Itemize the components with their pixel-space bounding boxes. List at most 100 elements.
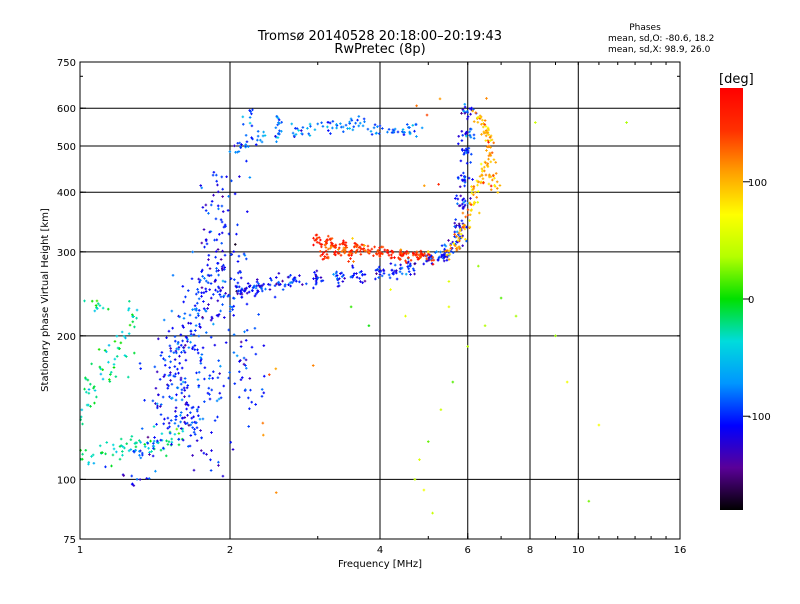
echo-point <box>200 353 204 356</box>
echo-point <box>200 270 203 273</box>
echo-point <box>464 132 468 136</box>
echo-point <box>203 366 207 369</box>
echo-point <box>199 449 203 452</box>
echo-point <box>244 133 248 137</box>
echo-point <box>461 149 464 152</box>
echo-point <box>356 248 359 252</box>
echo-point <box>344 241 348 244</box>
echo-point <box>186 337 189 341</box>
y-tick-label: 200 <box>57 332 76 343</box>
echo-point <box>174 349 178 353</box>
echo-point <box>220 241 223 245</box>
echo-point <box>329 132 332 135</box>
echo-point <box>326 239 329 242</box>
echo-point <box>456 176 460 179</box>
echo-point <box>211 173 215 177</box>
echo-point <box>474 111 478 115</box>
echo-point <box>260 395 264 398</box>
echo-point <box>459 232 463 236</box>
echo-point <box>232 304 236 308</box>
echo-point <box>192 333 196 336</box>
echo-point <box>484 173 488 177</box>
echo-point <box>120 330 124 334</box>
echo-point <box>230 179 233 183</box>
echo-point <box>370 247 374 251</box>
echo-point <box>182 300 185 304</box>
echo-point <box>273 284 277 288</box>
echo-point <box>315 269 319 273</box>
echo-point <box>221 303 224 306</box>
echo-point <box>375 272 378 275</box>
echo-point <box>138 449 141 453</box>
echo-point <box>419 255 422 259</box>
echo-point <box>248 116 252 119</box>
echo-point <box>315 237 318 241</box>
echo-point <box>330 245 333 249</box>
echo-point <box>242 362 246 366</box>
echo-point <box>182 346 186 349</box>
echo-point <box>447 280 451 283</box>
echo-point <box>255 284 259 288</box>
echo-point <box>194 329 197 332</box>
echo-point <box>170 309 174 313</box>
echo-point <box>156 439 159 443</box>
echo-point <box>176 367 179 371</box>
echo-point <box>177 432 181 435</box>
grid-lines <box>80 62 680 539</box>
colorbar-label: [deg] <box>719 72 754 87</box>
echo-point <box>233 382 237 385</box>
echo-point <box>254 286 258 290</box>
echo-point <box>462 171 465 175</box>
echo-point <box>331 126 334 130</box>
echo-point <box>163 417 166 421</box>
echo-point <box>200 357 203 361</box>
echo-point <box>181 339 184 343</box>
echo-point <box>405 250 409 253</box>
echo-point <box>470 191 474 195</box>
echo-point <box>301 283 304 286</box>
echo-point <box>171 396 174 400</box>
echo-point <box>191 250 194 254</box>
echo-point <box>143 445 147 448</box>
echo-point <box>472 203 475 207</box>
echo-point <box>139 456 143 460</box>
echo-point <box>204 209 208 212</box>
echo-point <box>130 435 134 438</box>
echo-point <box>366 250 369 254</box>
echo-point <box>352 272 356 275</box>
echo-point <box>481 177 485 180</box>
echo-point <box>494 161 498 164</box>
echo-point <box>319 276 323 279</box>
echo-point <box>204 290 208 293</box>
echo-point <box>253 284 256 288</box>
echo-point <box>155 402 159 406</box>
echo-point <box>209 469 213 472</box>
echo-point <box>236 223 239 227</box>
echo-point <box>468 213 472 217</box>
echo-point <box>168 373 172 377</box>
echo-point <box>347 260 350 263</box>
echo-point <box>364 249 367 252</box>
echo-point <box>225 175 228 179</box>
echo-point <box>228 150 232 153</box>
y-tick-label: 500 <box>57 142 76 153</box>
echo-point <box>223 266 227 269</box>
echo-point <box>217 207 220 211</box>
echo-point <box>219 295 223 299</box>
echo-point <box>297 129 300 132</box>
echo-point <box>202 307 206 311</box>
echo-point <box>290 122 294 126</box>
echo-point <box>495 187 499 190</box>
echo-point <box>295 279 298 283</box>
echo-point <box>214 255 217 259</box>
echo-point <box>334 246 337 249</box>
echo-point <box>95 299 99 303</box>
echo-point <box>84 448 88 452</box>
echo-point <box>98 304 102 307</box>
echo-point <box>472 133 476 137</box>
echo-point <box>193 428 196 431</box>
echo-point <box>465 161 469 165</box>
echo-point <box>219 258 223 261</box>
echo-point <box>316 122 320 126</box>
echo-point <box>343 243 346 246</box>
